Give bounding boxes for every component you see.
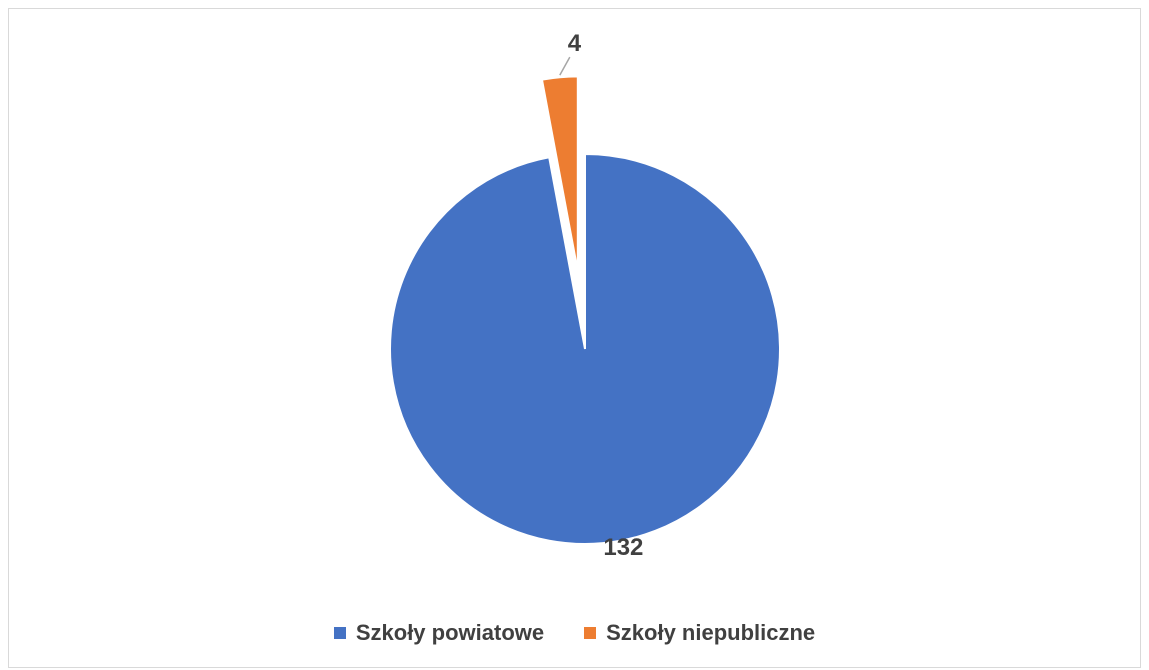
data-label-szkoly-niepubliczne: 4 (568, 30, 582, 57)
leader-line-szkoly-niepubliczne (559, 56, 571, 76)
legend-item-szkoly-powiatowe[interactable]: Szkoły powiatowe (333, 620, 545, 646)
legend-item-szkoly-niepubliczne[interactable]: Szkoły niepubliczne (584, 620, 815, 646)
legend-label-szkoly-powiatowe: Szkoły powiatowe (355, 620, 545, 645)
data-label-szkoly-powiatowe: 132 (603, 534, 643, 561)
legend-swatch-szkoly-powiatowe (333, 627, 346, 639)
pie-slice-szkoly-powiatowe[interactable] (389, 152, 781, 545)
legend-swatch-szkoly-niepubliczne (584, 627, 597, 639)
pie-slice-szkoly-niepubliczne[interactable] (540, 75, 579, 272)
legend: Szkoły powiatowe Szkoły niepubliczne (0, 620, 1149, 646)
pie-chart: 132 4 (389, 30, 781, 561)
legend-label-szkoly-niepubliczne: Szkoły niepubliczne (606, 620, 816, 645)
